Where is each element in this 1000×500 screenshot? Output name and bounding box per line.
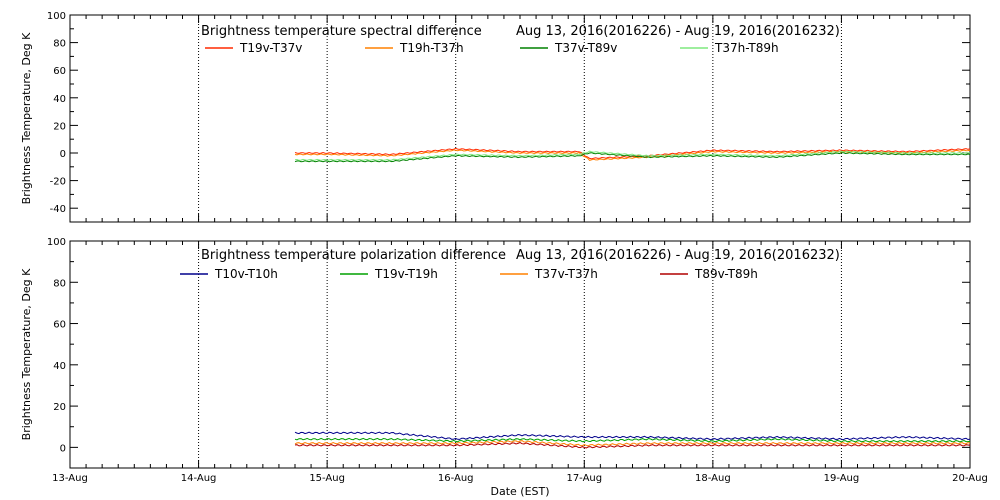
x-tick-label: 13-Aug — [52, 473, 88, 484]
series-line-t37v-t89v — [294, 152, 971, 163]
y-tick-label: 40 — [53, 361, 66, 372]
series-line-t89v-t89h — [294, 441, 971, 449]
x-tick-label: 16-Aug — [438, 473, 474, 484]
y-axis-label: Brightness Temperature, Deg K — [20, 32, 33, 204]
x-axis-label: Date (EST) — [490, 485, 549, 498]
legend-label: T19v-T37v — [239, 41, 302, 55]
plot-frame — [69, 14, 971, 223]
y-axis-label: Brightness Temperature, Deg K — [20, 268, 33, 440]
y-tick-label: 40 — [53, 94, 66, 105]
x-tick-label: 19-Aug — [824, 473, 860, 484]
y-tick-label: 20 — [53, 402, 66, 413]
x-tick-label: 15-Aug — [309, 473, 345, 484]
chart-panel-2: 13-Aug 14-Aug 15-Aug 16-Aug 17-Aug 18-Aug 19-A… — [20, 237, 988, 498]
y-tick-label: 80 — [53, 39, 66, 50]
y-tick-label: 60 — [53, 320, 66, 331]
legend-label: T10v-T10h — [214, 267, 278, 281]
series-line-t19h-t37h — [294, 149, 971, 161]
y-tick-label: 60 — [53, 66, 66, 77]
y-tick-label: 0 — [60, 443, 66, 454]
x-tick-label: 17-Aug — [566, 473, 602, 484]
x-tick-label: 14-Aug — [181, 473, 217, 484]
chart-date-range: Aug 13, 2016(2016226) - Aug 19, 2016(201… — [516, 248, 840, 263]
y-tick-label: -20 — [50, 177, 66, 188]
series-line-t37h-t89h — [294, 150, 971, 161]
series-line-t19v-t19h — [294, 437, 971, 443]
chart-panel-1: -40 -20 0 20 40 60 80 100 Brightness Temperature… — [20, 11, 971, 223]
y-tick-label: 20 — [53, 121, 66, 132]
y-tick-label: 80 — [53, 278, 66, 289]
y-tick-label: 100 — [47, 11, 66, 22]
x-tick-label: 20-Aug — [952, 473, 988, 484]
chart-title: Brightness temperature spectral differen… — [201, 24, 482, 39]
y-tick-label: -40 — [50, 204, 66, 215]
series-line-t10v-t10h — [294, 431, 971, 441]
legend-label: T19h-T37h — [399, 41, 464, 55]
legend-label: T37v-T89v — [554, 41, 617, 55]
legend-label: T19v-T19h — [374, 267, 438, 281]
x-tick-label: 18-Aug — [695, 473, 731, 484]
legend-label: T37h-T89h — [714, 41, 779, 55]
legend-label: T89v-T89h — [694, 267, 758, 281]
y-tick-label: 0 — [60, 149, 66, 160]
y-tick-label: 100 — [47, 237, 66, 248]
chart-title: Brightness temperature polarization diff… — [201, 248, 506, 263]
series-line-t19v-t37v — [294, 147, 971, 160]
chart-date-range: Aug 13, 2016(2016226) - Aug 19, 2016(201… — [516, 24, 840, 39]
series-line-t37v-t37h — [294, 440, 971, 447]
legend-label: T37v-T37h — [534, 267, 598, 281]
plot-frame — [69, 240, 971, 469]
